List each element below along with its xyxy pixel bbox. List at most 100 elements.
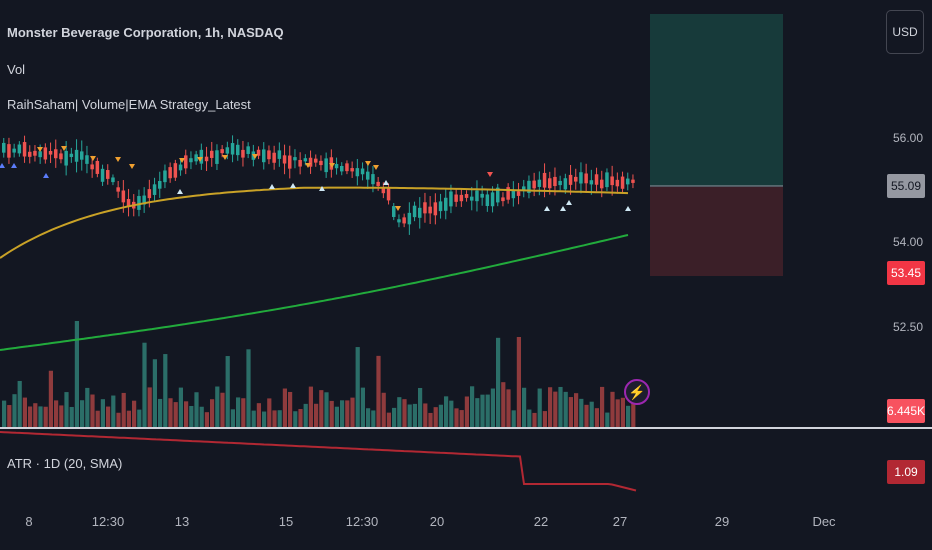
currency-button[interactable]: USD bbox=[886, 10, 924, 54]
candle-body-12 bbox=[64, 150, 68, 166]
candle-body-29 bbox=[152, 184, 157, 195]
candle-body-99 bbox=[516, 191, 521, 196]
ema-fast-line bbox=[0, 186, 629, 259]
candle-body-43 bbox=[225, 147, 230, 154]
candle-body-33 bbox=[173, 163, 178, 178]
sell-marker-0 bbox=[37, 147, 43, 152]
volume-bar-110 bbox=[574, 393, 579, 427]
sell-marker-10 bbox=[329, 163, 335, 168]
sell-marker-7 bbox=[222, 155, 228, 160]
candle-body-102 bbox=[532, 180, 536, 189]
volume-bar-20 bbox=[106, 406, 111, 427]
volume-bar-15 bbox=[80, 400, 85, 427]
volume-value-badge: 6.445K bbox=[887, 399, 925, 423]
volume-bar-83 bbox=[433, 407, 438, 427]
volume-bar-47 bbox=[246, 349, 251, 427]
entry-marker-2 bbox=[43, 173, 49, 178]
time-tick: 27 bbox=[612, 514, 628, 529]
candle-body-70 bbox=[366, 171, 370, 180]
volume-bar-102 bbox=[532, 412, 537, 427]
candle-body-67 bbox=[350, 168, 354, 172]
candle-body-19 bbox=[100, 168, 105, 182]
candle-body-105 bbox=[548, 178, 552, 189]
atr-legend[interactable]: ATR · 1D (20, SMA) bbox=[7, 456, 123, 471]
candle-body-26 bbox=[137, 196, 141, 210]
candle-body-21 bbox=[111, 177, 115, 183]
candle-body-37 bbox=[194, 154, 198, 162]
volume-bar-35 bbox=[184, 401, 189, 427]
candle-body-107 bbox=[558, 180, 562, 186]
buy-marker-7 bbox=[566, 200, 572, 205]
volume-bar-55 bbox=[288, 391, 293, 427]
volume-bar-104 bbox=[542, 411, 547, 427]
candle-body-84 bbox=[438, 201, 443, 212]
buy-marker-8 bbox=[625, 206, 631, 211]
candle-body-45 bbox=[236, 144, 240, 156]
volume-bar-69 bbox=[360, 387, 365, 427]
candle-body-47 bbox=[246, 146, 250, 154]
volume-bar-67 bbox=[350, 397, 355, 427]
candle-body-39 bbox=[204, 156, 209, 162]
target-zone[interactable] bbox=[650, 14, 783, 186]
stop-price-badge: 53.45 bbox=[887, 261, 925, 285]
volume-bar-80 bbox=[418, 387, 423, 427]
candle-body-42 bbox=[220, 149, 224, 154]
sell-marker-5 bbox=[179, 158, 185, 163]
candle-body-20 bbox=[106, 170, 110, 179]
candle-body-71 bbox=[371, 174, 375, 185]
stop-zone[interactable] bbox=[650, 187, 783, 276]
volume-bar-59 bbox=[308, 386, 313, 427]
ema-slow-line bbox=[0, 234, 629, 351]
volume-legend[interactable]: Vol bbox=[7, 62, 26, 77]
volume-bar-74 bbox=[386, 412, 391, 427]
candle-body-7 bbox=[38, 151, 42, 158]
strategy-legend[interactable]: RaihSaham| Volume|EMA Strategy_Latest bbox=[7, 97, 251, 112]
volume-bar-85 bbox=[444, 396, 449, 427]
volume-bar-111 bbox=[579, 398, 584, 427]
volume-bar-57 bbox=[298, 408, 303, 427]
volume-bar-95 bbox=[496, 337, 501, 427]
candle-body-3 bbox=[17, 144, 22, 154]
symbol-title[interactable]: Monster Beverage Corporation, 1h, NASDAQ bbox=[7, 25, 284, 40]
candle-body-80 bbox=[418, 207, 422, 218]
volume-bar-66 bbox=[345, 400, 350, 427]
volume-bar-89 bbox=[464, 396, 469, 427]
candle-body-115 bbox=[600, 179, 604, 189]
candle-body-88 bbox=[459, 194, 464, 202]
volume-bar-5 bbox=[28, 406, 33, 427]
time-tick: 29 bbox=[714, 514, 730, 529]
candle-body-119 bbox=[620, 176, 625, 189]
volume-bar-87 bbox=[454, 408, 459, 427]
sell-marker-4 bbox=[129, 164, 135, 169]
candle-body-98 bbox=[511, 189, 516, 199]
candle-body-103 bbox=[537, 179, 542, 187]
sell-marker-8 bbox=[252, 154, 258, 159]
candle-body-28 bbox=[147, 189, 152, 199]
candle-body-11 bbox=[59, 153, 63, 160]
volume-bar-4 bbox=[22, 397, 27, 427]
volume-bar-39 bbox=[204, 412, 209, 427]
volume-bar-29 bbox=[152, 359, 157, 427]
time-tick: Dec bbox=[812, 514, 836, 529]
entry-marker-1 bbox=[11, 163, 17, 168]
candle-body-73 bbox=[381, 187, 386, 194]
candle-body-121 bbox=[631, 179, 635, 183]
volume-bar-48 bbox=[251, 410, 256, 427]
volume-bar-98 bbox=[511, 410, 516, 427]
candle-body-4 bbox=[22, 142, 27, 157]
volume-bar-96 bbox=[501, 382, 506, 427]
candle-body-94 bbox=[490, 192, 495, 207]
candle-body-83 bbox=[433, 202, 438, 216]
volume-bar-92 bbox=[480, 394, 485, 427]
volume-bar-58 bbox=[303, 403, 308, 427]
volume-bar-19 bbox=[100, 399, 105, 427]
time-tick: 12:30 bbox=[345, 514, 379, 529]
volume-bar-37 bbox=[194, 392, 199, 427]
lightning-bolt-icon[interactable]: ⚡ bbox=[624, 379, 650, 405]
volume-bar-34 bbox=[178, 387, 183, 427]
candle-body-79 bbox=[412, 205, 417, 218]
volume-bar-118 bbox=[615, 399, 620, 427]
candle-body-2 bbox=[12, 148, 16, 153]
